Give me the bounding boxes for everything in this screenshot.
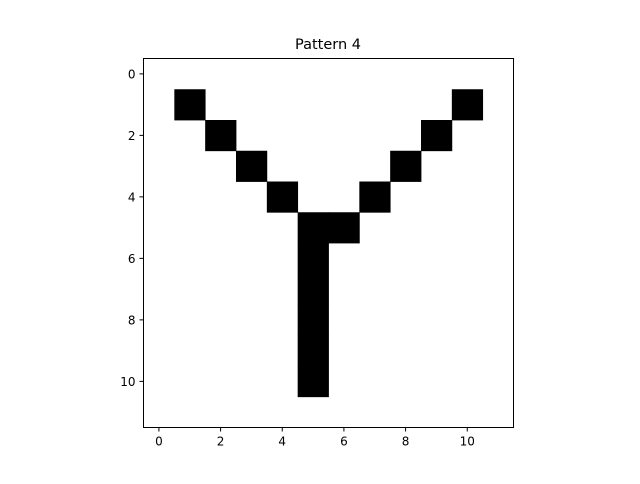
x-tick-label: 10: [460, 435, 475, 449]
heatmap-cell-r5-c6: [328, 212, 360, 244]
heatmap-cell-r3-c8: [390, 150, 422, 182]
heatmap-cell-r8-c5: [297, 304, 329, 336]
heatmap-cell-r9-c5: [297, 335, 329, 367]
heatmap-cell-r3-c3: [236, 150, 268, 182]
heatmap-cell-r2-c2: [205, 120, 237, 152]
heatmap-cell-r5-c5: [297, 212, 329, 244]
x-tick-label: 8: [402, 435, 410, 449]
axes-frame: [143, 58, 514, 428]
chart-title: Pattern 4: [295, 37, 361, 53]
heatmap-cell-r4-c4: [266, 181, 299, 213]
y-tick-label: 8: [128, 313, 136, 327]
x-axis-ticks: 0 2 4 6 8 10: [155, 427, 475, 449]
y-tick-label: 0: [128, 67, 136, 81]
x-tick-label: 2: [217, 435, 225, 449]
y-axis-ticks: 0 2 4 6 8 10: [120, 67, 144, 389]
y-tick-label: 6: [128, 252, 136, 266]
x-tick-label: 6: [340, 435, 348, 449]
heatmap-cell-r2-c9: [421, 120, 453, 152]
y-tick-label: 10: [120, 375, 135, 389]
heatmap-cells: [174, 89, 484, 398]
y-tick-label: 4: [128, 190, 136, 204]
heatmap-cell-r1-c10: [451, 89, 484, 121]
heatmap-cell-r1-c1: [174, 89, 206, 121]
heatmap-cell-r10-c5: [297, 366, 329, 398]
heatmap-cell-r4-c7: [359, 181, 391, 213]
heatmap-cell-r6-c5: [297, 243, 329, 275]
y-tick-label: 2: [128, 129, 136, 143]
x-tick-label: 4: [278, 435, 286, 449]
x-tick-label: 0: [155, 435, 163, 449]
heatmap-cell-r7-c5: [297, 273, 329, 305]
